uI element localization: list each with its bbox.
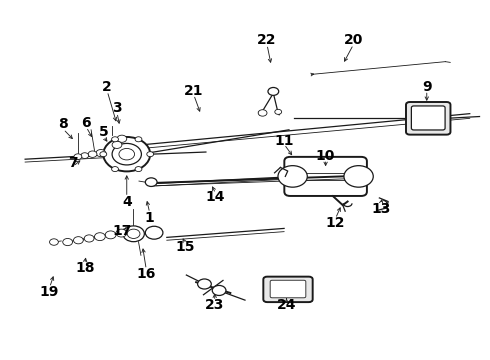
Text: 19: 19: [40, 285, 59, 299]
FancyBboxPatch shape: [406, 102, 450, 135]
Circle shape: [63, 238, 73, 246]
Circle shape: [112, 137, 119, 142]
Text: 3: 3: [112, 101, 122, 115]
Circle shape: [147, 152, 154, 157]
Circle shape: [212, 285, 226, 296]
Circle shape: [74, 237, 83, 244]
Text: 18: 18: [75, 261, 95, 275]
Circle shape: [112, 141, 122, 148]
FancyBboxPatch shape: [263, 276, 313, 302]
Circle shape: [146, 226, 163, 239]
Circle shape: [146, 178, 157, 186]
Text: 15: 15: [175, 240, 195, 255]
Circle shape: [105, 231, 116, 239]
Text: 21: 21: [184, 84, 203, 98]
Circle shape: [344, 166, 373, 187]
FancyBboxPatch shape: [284, 157, 367, 196]
Circle shape: [127, 229, 140, 238]
Circle shape: [258, 110, 267, 116]
Text: 1: 1: [145, 211, 155, 225]
Circle shape: [81, 153, 89, 158]
Text: 9: 9: [422, 80, 432, 94]
Circle shape: [275, 109, 282, 114]
Text: 8: 8: [58, 117, 68, 131]
Circle shape: [116, 229, 127, 237]
Circle shape: [100, 152, 107, 157]
Circle shape: [135, 167, 142, 172]
Circle shape: [197, 279, 211, 289]
Circle shape: [96, 149, 106, 157]
Circle shape: [123, 226, 145, 242]
Circle shape: [117, 135, 127, 142]
Circle shape: [278, 166, 307, 187]
Text: 22: 22: [257, 33, 277, 47]
Circle shape: [95, 233, 105, 240]
Circle shape: [49, 239, 58, 245]
Text: 4: 4: [122, 194, 132, 208]
FancyBboxPatch shape: [412, 106, 445, 130]
Text: 23: 23: [205, 298, 224, 312]
Text: 10: 10: [316, 149, 335, 163]
Text: 7: 7: [68, 156, 78, 170]
Text: 5: 5: [98, 125, 108, 139]
Circle shape: [268, 87, 279, 95]
FancyBboxPatch shape: [270, 280, 306, 298]
Text: 17: 17: [112, 224, 131, 238]
Text: 2: 2: [102, 80, 112, 94]
Text: 20: 20: [344, 33, 363, 47]
Circle shape: [119, 148, 135, 160]
Text: 24: 24: [277, 298, 296, 312]
Circle shape: [88, 151, 97, 157]
Text: 11: 11: [274, 134, 294, 148]
Text: 13: 13: [371, 202, 391, 216]
Circle shape: [112, 143, 142, 165]
Text: 6: 6: [81, 116, 91, 130]
Text: 14: 14: [206, 190, 225, 204]
Text: 16: 16: [137, 267, 156, 281]
Circle shape: [112, 167, 119, 172]
Text: 12: 12: [326, 216, 345, 230]
Circle shape: [84, 235, 94, 242]
Circle shape: [103, 137, 150, 171]
Circle shape: [135, 137, 142, 142]
Circle shape: [74, 154, 82, 159]
